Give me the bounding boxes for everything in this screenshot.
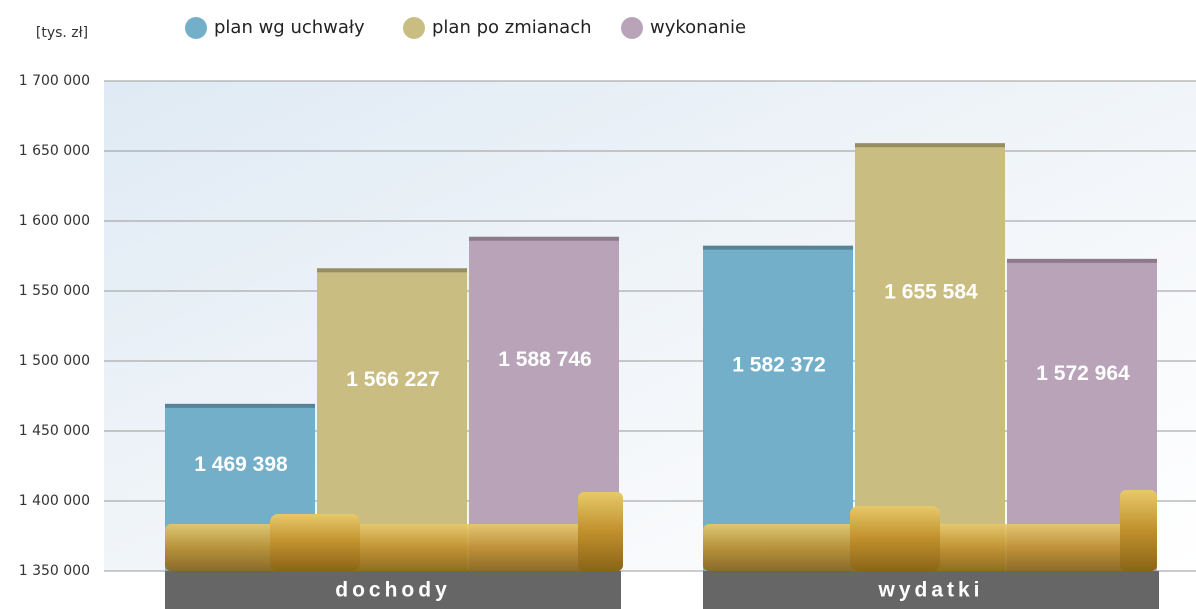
bar-top-shade xyxy=(703,246,853,250)
value-label: 1 566 227 xyxy=(346,368,439,391)
value-label: 1 582 372 xyxy=(732,354,825,377)
value-label: 1 588 746 xyxy=(498,348,591,371)
y-tick-label: 1 350 000 xyxy=(19,563,90,579)
x-tick-label: wydatki xyxy=(877,579,983,602)
legend-marker xyxy=(621,17,643,39)
bar-top-shade xyxy=(317,268,467,272)
x-tick-label: dochody xyxy=(335,579,451,602)
y-tick-label: 1 450 000 xyxy=(19,423,90,439)
legend-marker xyxy=(185,17,207,39)
bar-top-shade xyxy=(165,404,315,408)
unit-label: [tys. zł] xyxy=(36,25,88,41)
bar-top-shade xyxy=(469,237,619,241)
y-tick-label: 1 600 000 xyxy=(19,213,90,229)
bar xyxy=(703,246,853,571)
y-tick-label: 1 700 000 xyxy=(19,73,90,89)
legend-label: plan po zmianach xyxy=(432,17,592,38)
chart: [tys. zł] 1 350 000 1 400 000 1 450 000 1 5… xyxy=(0,0,1196,609)
y-tick-label: 1 650 000 xyxy=(19,143,90,159)
value-label: 1 655 584 xyxy=(884,281,978,304)
legend-marker xyxy=(403,17,425,39)
legend-label: wykonanie xyxy=(650,17,746,38)
y-tick-label: 1 400 000 xyxy=(19,493,90,509)
y-tick-label: 1 500 000 xyxy=(19,353,90,369)
bar-top-shade xyxy=(1007,259,1157,263)
legend-label: plan wg uchwały xyxy=(214,17,365,38)
bar-top-shade xyxy=(855,143,1005,147)
value-label: 1 572 964 xyxy=(1036,362,1130,385)
y-tick-label: 1 550 000 xyxy=(19,283,90,299)
value-label: 1 469 398 xyxy=(194,453,288,476)
